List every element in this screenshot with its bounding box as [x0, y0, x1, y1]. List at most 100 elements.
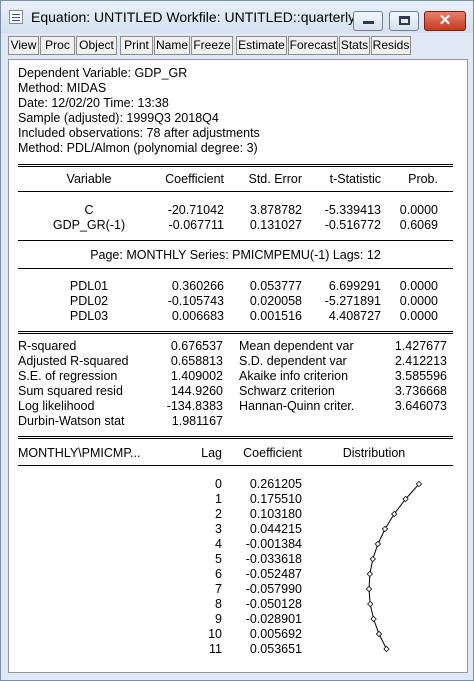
- distribution-point: [365, 585, 373, 593]
- lag-number: 8: [215, 597, 222, 611]
- lag-coefficient: 0.053651: [249, 642, 302, 656]
- equation-icon: [9, 10, 23, 24]
- std-error-value: 0.131027: [249, 218, 302, 232]
- stat-label: Hannan-Quinn criter.: [239, 399, 355, 413]
- print-button[interactable]: Print: [120, 36, 153, 55]
- stat-label: Adjusted R-squared: [18, 354, 129, 368]
- resids-button[interactable]: Resids: [371, 36, 411, 55]
- distribution-point: [391, 510, 398, 518]
- freeze-button[interactable]: Freeze: [191, 36, 233, 55]
- close-button[interactable]: ✕: [424, 11, 466, 31]
- stat-value: 1.409002: [170, 369, 223, 383]
- view-button[interactable]: View: [8, 36, 39, 55]
- std-error-value: 0.001516: [249, 309, 302, 323]
- output-area[interactable]: Dependent Variable: GDP_GR Method: MIDAS…: [8, 59, 468, 673]
- dependent-variable: Dependent Variable: GDP_GR: [18, 66, 188, 80]
- stat-value: 0.658813: [170, 354, 223, 368]
- column-header-coefficient: Coefficient: [243, 446, 302, 460]
- column-header-prob: Prob.: [408, 172, 438, 186]
- minimize-icon: [363, 21, 374, 24]
- distribution-point: [370, 615, 377, 623]
- maximize-button[interactable]: [389, 11, 419, 31]
- stat-label: R-squared: [18, 339, 77, 353]
- prob-value: 0.6069: [399, 218, 438, 232]
- divider: [18, 465, 453, 466]
- stats-button[interactable]: Stats: [339, 36, 370, 55]
- stat-value: 0.676537: [170, 339, 223, 353]
- divider: [18, 164, 453, 165]
- lag-coefficient: -0.057990: [245, 582, 302, 596]
- stat-value: 2.412213: [394, 354, 447, 368]
- forecast-button[interactable]: Forecast: [288, 36, 338, 55]
- divider: [18, 438, 453, 439]
- prob-value: 0.0000: [399, 279, 438, 293]
- coefficient-value: 0.006683: [171, 309, 224, 323]
- stat-label: S.E. of regression: [18, 369, 118, 383]
- variable-name: C: [84, 203, 94, 217]
- std-error-value: 0.020058: [249, 294, 302, 308]
- minimize-button[interactable]: [353, 11, 383, 31]
- lag-coefficient: 0.261205: [249, 477, 302, 491]
- distribution-point: [367, 600, 374, 608]
- lag-coefficient: -0.050128: [245, 597, 302, 611]
- stat-label: Akaike info criterion: [239, 369, 349, 383]
- distribution-chart: [365, 480, 423, 653]
- stat-label: Mean dependent var: [239, 339, 354, 353]
- t-statistic-value: -5.271891: [324, 294, 381, 308]
- name-button[interactable]: Name: [154, 36, 190, 55]
- distribution-point: [402, 495, 409, 503]
- lag-number: 3: [215, 522, 222, 536]
- column-header-std-error: Std. Error: [248, 172, 303, 186]
- std-error-value: 3.878782: [249, 203, 302, 217]
- estimation-method: Method: PDL/Almon (polynomial degree: 3): [18, 141, 258, 155]
- toolbar: View Proc Object Print Name Freeze Estim…: [8, 36, 468, 56]
- lag-number: 0: [215, 477, 222, 491]
- distribution-point: [375, 630, 383, 638]
- date-time: Date: 12/02/20 Time: 13:38: [18, 96, 169, 110]
- lag-number: 9: [215, 612, 222, 626]
- divider: [18, 333, 453, 334]
- divider: [18, 268, 453, 269]
- lag-coefficient: 0.005692: [249, 627, 302, 641]
- lag-number: 6: [215, 567, 222, 581]
- t-statistic-value: 4.408727: [328, 309, 381, 323]
- stat-value: 3.736668: [394, 384, 447, 398]
- column-header-variable: Variable: [66, 172, 112, 186]
- midas-page-series: Page: MONTHLY Series: PMICMPEMU(-1) Lags…: [90, 248, 381, 262]
- t-statistic-value: -0.516772: [324, 218, 381, 232]
- t-statistic-value: 6.699291: [328, 279, 381, 293]
- lag-number: 5: [215, 552, 222, 566]
- lag-coefficient: -0.033618: [245, 552, 302, 566]
- distribution-point: [381, 525, 389, 533]
- variable-name: PDL03: [69, 309, 109, 323]
- stat-label: S.D. dependent var: [239, 354, 347, 368]
- stat-value: 3.585596: [394, 369, 447, 383]
- title-bar[interactable]: Equation: UNTITLED Workfile: UNTITLED::q…: [1, 1, 473, 33]
- std-error-value: 0.053777: [249, 279, 302, 293]
- divider: [18, 191, 453, 192]
- lag-number: 4: [215, 537, 222, 551]
- column-header-t-statistic: t-Statistic: [329, 172, 381, 186]
- distribution-point: [383, 645, 390, 653]
- stat-label: Schwarz criterion: [239, 384, 335, 398]
- proc-button[interactable]: Proc: [40, 36, 75, 55]
- variable-name: PDL02: [69, 294, 109, 308]
- stat-value: 1.427677: [394, 339, 447, 353]
- distribution-point: [415, 480, 423, 488]
- included-observations: Included observations: 78 after adjustme…: [18, 126, 260, 140]
- close-icon: ✕: [438, 12, 452, 29]
- lag-number: 10: [208, 627, 222, 641]
- lag-number: 2: [215, 507, 222, 521]
- object-button[interactable]: Object: [76, 36, 117, 55]
- prob-value: 0.0000: [399, 294, 438, 308]
- stat-label: Log likelihood: [18, 399, 95, 413]
- lag-coefficient: -0.001384: [245, 537, 302, 551]
- lag-coefficient: 0.175510: [249, 492, 302, 506]
- coefficient-value: -0.105743: [167, 294, 224, 308]
- divider: [18, 166, 453, 167]
- stat-value: 1.981167: [171, 414, 223, 428]
- estimate-button[interactable]: Estimate: [236, 36, 287, 55]
- maximize-icon: [399, 16, 410, 25]
- divider: [18, 436, 453, 437]
